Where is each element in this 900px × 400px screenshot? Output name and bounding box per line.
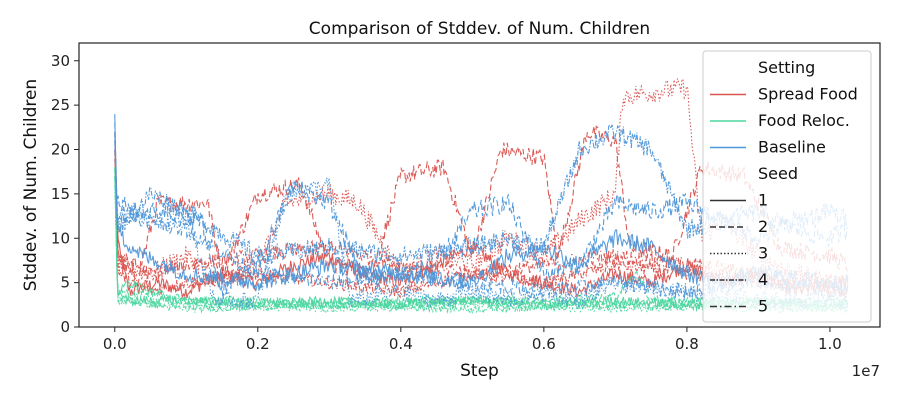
legend-entry-label: 3 bbox=[758, 244, 768, 263]
y-axis: 0 5 10 15 20 25 30 bbox=[51, 52, 79, 336]
y-tick-label: 30 bbox=[51, 52, 70, 70]
legend: Setting Spread Food Food Reloc. Baseline See… bbox=[702, 50, 872, 323]
x-tick-label: 0.6 bbox=[532, 335, 556, 353]
series-line-spread-foodseed-4 bbox=[114, 158, 848, 299]
legend-entry-label: Food Reloc. bbox=[758, 111, 850, 130]
x-offset-label: 1e7 bbox=[852, 362, 880, 380]
legend-entry-label: 5 bbox=[758, 297, 768, 316]
legend-entry-label: 2 bbox=[758, 217, 768, 236]
x-axis-title: Step bbox=[460, 361, 499, 381]
legend-title: Seed bbox=[758, 164, 798, 183]
x-tick-label: 1.0 bbox=[818, 335, 842, 353]
x-tick-label: 0.4 bbox=[389, 335, 413, 353]
x-tick-label: 0.8 bbox=[675, 335, 699, 353]
y-tick-label: 0 bbox=[60, 318, 70, 336]
legend-title: Setting bbox=[758, 58, 815, 77]
x-tick-label: 0.2 bbox=[246, 335, 270, 353]
y-tick-label: 15 bbox=[51, 185, 70, 203]
plot-frame bbox=[78, 42, 881, 328]
series-line-baselineseed-4 bbox=[114, 124, 848, 267]
y-axis-title: Stddev. of Num. Children bbox=[21, 79, 41, 291]
legend-entry-label: Baseline bbox=[758, 138, 826, 157]
legend-entry-label: 1 bbox=[758, 191, 768, 210]
y-tick-label: 10 bbox=[51, 229, 70, 247]
series-line-baselineseed-2 bbox=[114, 122, 849, 300]
series-line-baselineseed-5 bbox=[114, 131, 849, 300]
y-tick-label: 25 bbox=[51, 96, 70, 114]
legend-entry-label: 4 bbox=[758, 270, 768, 289]
legend-entry-label: Spread Food bbox=[758, 85, 858, 104]
chart-title: Comparison of Stddev. of Num. Children bbox=[309, 19, 650, 39]
series-line-spread-foodseed-2 bbox=[114, 125, 849, 289]
y-tick-label: 20 bbox=[51, 141, 70, 159]
y-tick-label: 5 bbox=[60, 274, 70, 292]
x-tick-label: 0.0 bbox=[103, 335, 127, 353]
x-axis: 0.0 0.2 0.4 0.6 0.8 1.0 bbox=[103, 327, 842, 353]
